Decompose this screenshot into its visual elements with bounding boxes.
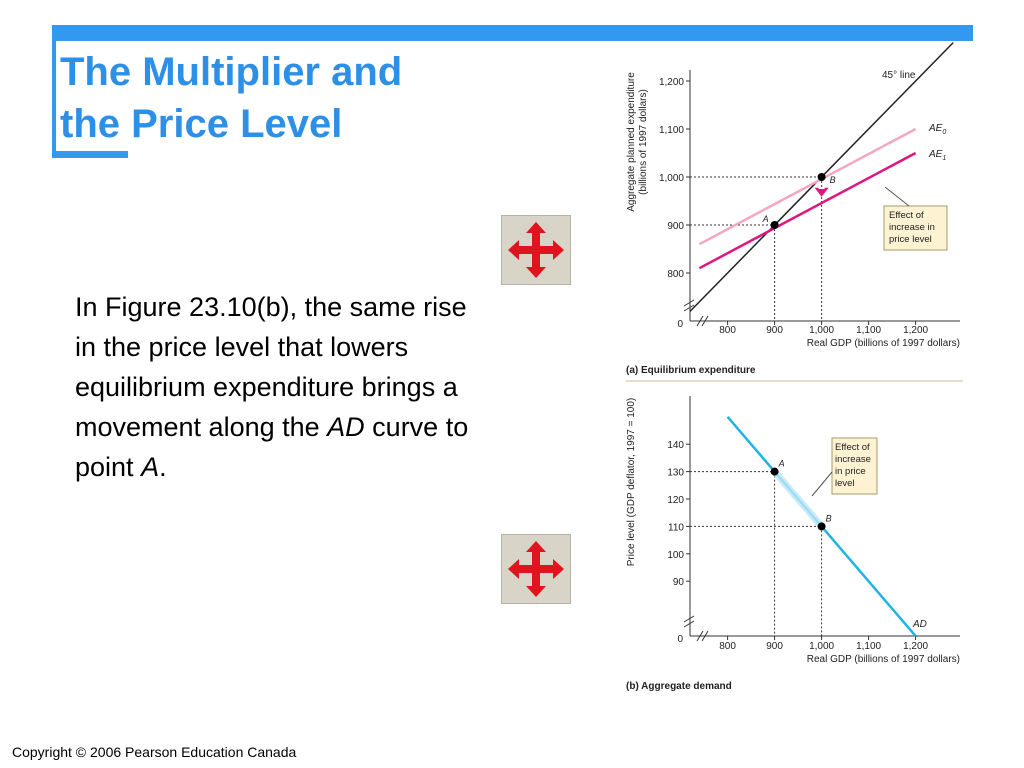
panel-a-x-axis-label: Real GDP (billions of 1997 dollars) bbox=[807, 338, 960, 349]
panel-b-movement-highlight bbox=[773, 470, 823, 528]
top-accent-bar bbox=[52, 25, 973, 41]
panel-b-annotation-line: in price bbox=[835, 466, 866, 477]
panel-a-y-axis-label-line-1: Aggregate planned expenditure bbox=[626, 72, 637, 212]
body-text-suffix: . bbox=[159, 452, 167, 482]
panel-b-y-tick-label: 100 bbox=[667, 550, 684, 561]
body-text: In Figure 23.10(b), the same rise in the… bbox=[75, 287, 475, 487]
panel-b-y-axis-label: Price level (GDP deflator, 1997 = 100) bbox=[626, 398, 637, 567]
panel-b-caption: (b) Aggregate demand bbox=[626, 681, 732, 692]
panel-a-ae0-label-main: AE bbox=[928, 123, 943, 134]
panel-a-y-axis-label-line-2: (billions of 1997 dollars) bbox=[638, 89, 649, 195]
body-text-ad: AD bbox=[327, 412, 365, 442]
panel-a-y-tick-label: 1,100 bbox=[659, 125, 684, 136]
panel-a-equilibrium-expenditure: 800 900 1,000 1,100 1,200 800 900 1,000 1,100 1,2… bbox=[626, 42, 960, 376]
panel-a-annotation-line: price level bbox=[889, 234, 932, 245]
panel-a-x-tick-label: 1,000 bbox=[809, 325, 834, 336]
panel-b-y-tick-label: 130 bbox=[667, 468, 684, 479]
panel-b-annotation-line: level bbox=[835, 478, 855, 489]
panel-b-point-a bbox=[770, 467, 779, 476]
panel-b-x-axis-label: Real GDP (billions of 1997 dollars) bbox=[807, 654, 960, 665]
panel-a-y-tick-label: 1,000 bbox=[659, 173, 684, 184]
panel-a-45-line-label: 45° line bbox=[882, 70, 916, 81]
panel-a-ae1-label-main: AE bbox=[928, 149, 943, 160]
panel-b-annotation-pointer bbox=[811, 471, 833, 497]
body-text-prefix: In Figure 23.10(b), the same rise in the… bbox=[75, 292, 467, 442]
panel-a-y-tick-label: 1,200 bbox=[659, 77, 684, 88]
panel-b-point-label-b: B bbox=[826, 513, 832, 523]
panel-b-point-b bbox=[817, 522, 826, 531]
panel-a-x-tick-label: 1,100 bbox=[856, 325, 881, 336]
panel-b-x-tick-label: 800 bbox=[719, 641, 736, 652]
left-accent-bar bbox=[52, 25, 56, 158]
panel-b-y-tick-label: 140 bbox=[667, 440, 684, 451]
panel-b-x-axis-break bbox=[696, 630, 709, 642]
panel-b-annotation-line: Effect of bbox=[835, 442, 870, 453]
move-arrows-icon bbox=[508, 541, 564, 597]
panel-a-y-tick-label: 900 bbox=[667, 221, 684, 232]
panel-b-x-tick-label: 1,000 bbox=[809, 641, 834, 652]
panel-b-y-tick-label: 90 bbox=[673, 577, 685, 588]
panel-a-annotation-line: increase in bbox=[889, 222, 935, 233]
panel-a-origin-label: 0 bbox=[677, 319, 683, 330]
panel-a-ae0-label: AE0 bbox=[928, 123, 946, 136]
panel-a-x-axis-break bbox=[696, 315, 709, 327]
panel-a-point-b bbox=[817, 173, 826, 181]
title-underline-bar bbox=[52, 151, 128, 158]
panel-b-point-label-a: A bbox=[778, 459, 785, 469]
slide-title: The Multiplier and the Price Level bbox=[60, 46, 402, 150]
slide-title-line-2: the Price Level bbox=[60, 102, 343, 146]
slide-title-line-1: The Multiplier and bbox=[60, 50, 403, 94]
move-arrows-button-2[interactable] bbox=[501, 534, 571, 604]
panel-b-y-axis-break bbox=[683, 615, 695, 628]
panel-a-x-tick-label: 800 bbox=[719, 325, 736, 336]
panel-a-shift-arrow bbox=[814, 187, 829, 197]
copyright-text: Copyright © 2006 Pearson Education Canad… bbox=[12, 744, 297, 760]
panel-a-y-tick-label: 800 bbox=[667, 269, 684, 280]
panel-b-x-tick-label: 900 bbox=[766, 641, 783, 652]
panel-b-annotation-line: increase bbox=[835, 454, 871, 465]
panel-b-ad-label: AD bbox=[912, 619, 927, 630]
panel-a-ae1-label-sub: 1 bbox=[942, 155, 946, 162]
panel-a-y-axis-break bbox=[683, 299, 695, 312]
panel-a-x-tick-label: 900 bbox=[766, 325, 783, 336]
panel-a-annotation-pointer bbox=[884, 186, 910, 207]
panel-b-y-tick-label: 110 bbox=[668, 522, 684, 533]
panel-a-ae0-line bbox=[698, 127, 917, 246]
body-text-point-a: A bbox=[141, 452, 160, 482]
panel-a-annotation-box bbox=[883, 205, 948, 251]
panel-a-annotation-line: Effect of bbox=[889, 210, 924, 221]
panel-b-y-tick-label: 120 bbox=[667, 495, 684, 506]
panel-b-aggregate-demand: 90 100 110 120 130 140 800 900 1,000 1,100 1,200 0 R… bbox=[626, 396, 960, 692]
panel-a-ae1-line bbox=[698, 151, 917, 270]
panel-a-x-tick-label: 1,200 bbox=[903, 325, 928, 336]
body-text-middle: curve to point bbox=[75, 412, 469, 482]
panel-a-ae1-label: AE1 bbox=[928, 149, 946, 162]
panel-a-point-label-a: A bbox=[762, 214, 769, 224]
panel-a-point-a bbox=[770, 221, 779, 229]
panel-b-origin-label: 0 bbox=[677, 634, 683, 645]
panel-a-ae0-label-sub: 0 bbox=[942, 129, 946, 136]
move-arrows-button-1[interactable] bbox=[501, 215, 571, 285]
panel-b-x-tick-label: 1,200 bbox=[903, 641, 928, 652]
move-arrows-icon bbox=[508, 222, 564, 278]
panel-a-caption: (a) Equilibrium expenditure bbox=[626, 365, 756, 376]
panel-b-annotation-box bbox=[831, 437, 878, 495]
panel-b-x-tick-label: 1,100 bbox=[856, 641, 881, 652]
panel-a-point-label-b: B bbox=[830, 175, 836, 185]
